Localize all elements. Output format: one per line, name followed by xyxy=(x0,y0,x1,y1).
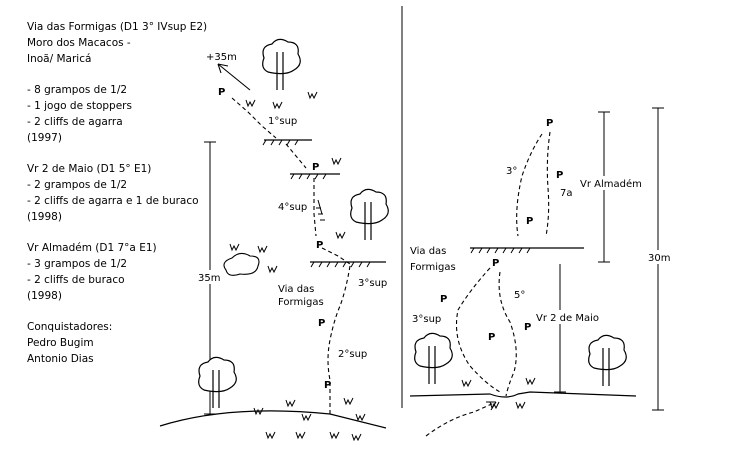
grass-icon xyxy=(307,91,318,99)
variant-almadem-label: Vr Almadém xyxy=(580,178,642,190)
gear-line: - 2 cliffs de agarra xyxy=(27,115,123,128)
grass-icon xyxy=(253,407,264,415)
gear-line: - 3 grampos de 1/2 xyxy=(27,257,128,270)
tree-icon xyxy=(350,188,389,241)
bolt-marker: P xyxy=(312,162,319,173)
bolt-marker: P xyxy=(488,332,495,343)
gear-line: - 2 cliffs de buraco xyxy=(27,273,125,286)
left-topo: +35m P 1°sup P 4°sup P Via das Formigas xyxy=(159,38,389,441)
grass-icon xyxy=(257,245,268,253)
grass-icon xyxy=(295,431,306,439)
grade-label-4: 2°sup xyxy=(338,349,367,360)
route-label-line-2: Formigas xyxy=(278,297,324,308)
variant-2-de-maio-title: Vr 2 de Maio (D1 5° E1) xyxy=(27,163,152,176)
grade-label-3: 3°sup xyxy=(358,278,387,289)
bolt-marker: P xyxy=(524,322,531,333)
bolt-marker: P xyxy=(440,294,447,305)
bolt-marker: P xyxy=(316,240,323,251)
bolt-marker: P xyxy=(546,118,553,129)
grass-icon xyxy=(229,243,240,251)
height-label-right: 30m xyxy=(648,253,670,264)
grade-label-5: 5° xyxy=(514,290,525,301)
gear-line: - 2 grampos de 1/2 xyxy=(27,178,128,191)
grass-icon xyxy=(272,101,283,109)
gear-line: - 2 cliffs de agarra e 1 de buraco xyxy=(27,194,199,207)
year-line: (1998) xyxy=(27,289,62,302)
grade-label-2: 4°sup xyxy=(278,202,307,213)
year-line: (1998) xyxy=(27,210,62,223)
grass-icon xyxy=(351,433,362,441)
location-line-2: Inoã/ Maricá xyxy=(27,52,92,65)
grass-icon xyxy=(343,397,354,405)
grass-icon xyxy=(267,265,278,273)
conqueror-name: Pedro Bugim xyxy=(27,336,94,349)
grass-icon xyxy=(331,157,342,165)
grass-icon xyxy=(329,431,340,439)
exit-height-label: +35m xyxy=(206,52,237,63)
grass-icon xyxy=(301,413,312,421)
tree-icon xyxy=(414,332,453,385)
grade-label-7a: 7a xyxy=(560,188,573,199)
grade-label-1: 1°sup xyxy=(268,116,297,127)
gear-line: - 1 jogo de stoppers xyxy=(27,99,132,112)
height-label-left: 35m xyxy=(198,273,220,284)
bolt-marker: P xyxy=(218,87,225,98)
grade-label-3sup: 3°sup xyxy=(412,314,441,325)
bolt-marker: P xyxy=(556,170,563,181)
grass-icon xyxy=(515,401,526,409)
bolt-marker: P xyxy=(492,258,499,269)
right-topo: P 3° P 7a P Vr Almadém Via das Formigas … xyxy=(409,107,670,437)
bolt-marker: P xyxy=(324,380,331,391)
year-line: (1997) xyxy=(27,131,62,144)
route-title: Via das Formigas (D1 3° IVsup E2) xyxy=(27,21,208,33)
grass-icon xyxy=(335,231,346,239)
route-label-line-1: Via das xyxy=(278,284,314,295)
conquerors-label: Conquistadores: xyxy=(27,321,113,334)
grass-icon xyxy=(461,379,472,387)
tree-icon xyxy=(262,38,301,91)
route-info-text: Via das Formigas (D1 3° IVsup E2) Moro d… xyxy=(27,20,207,368)
grass-icon xyxy=(285,399,296,407)
conqueror-name: Antonio Dias xyxy=(27,352,94,365)
grass-icon xyxy=(355,413,366,421)
bolt-marker: P xyxy=(318,318,325,329)
grass-icon xyxy=(245,99,256,107)
variant-2-de-maio-label: Vr 2 de Maio xyxy=(536,313,599,324)
variant-almadem-title: Vr Almadém (D1 7°a E1) xyxy=(27,242,157,255)
gear-line: - 8 grampos de 1/2 xyxy=(27,84,128,97)
grass-icon xyxy=(525,377,536,385)
tree-icon xyxy=(588,334,627,387)
location-line-1: Moro dos Macacos - xyxy=(27,36,131,49)
grade-label-3-top: 3° xyxy=(506,166,517,177)
route-label-line-2: Formigas xyxy=(410,262,456,273)
bolt-marker: P xyxy=(526,216,533,227)
tree-icon xyxy=(198,356,237,409)
route-label-line-1: Via das xyxy=(410,246,446,257)
grass-icon xyxy=(265,431,276,439)
